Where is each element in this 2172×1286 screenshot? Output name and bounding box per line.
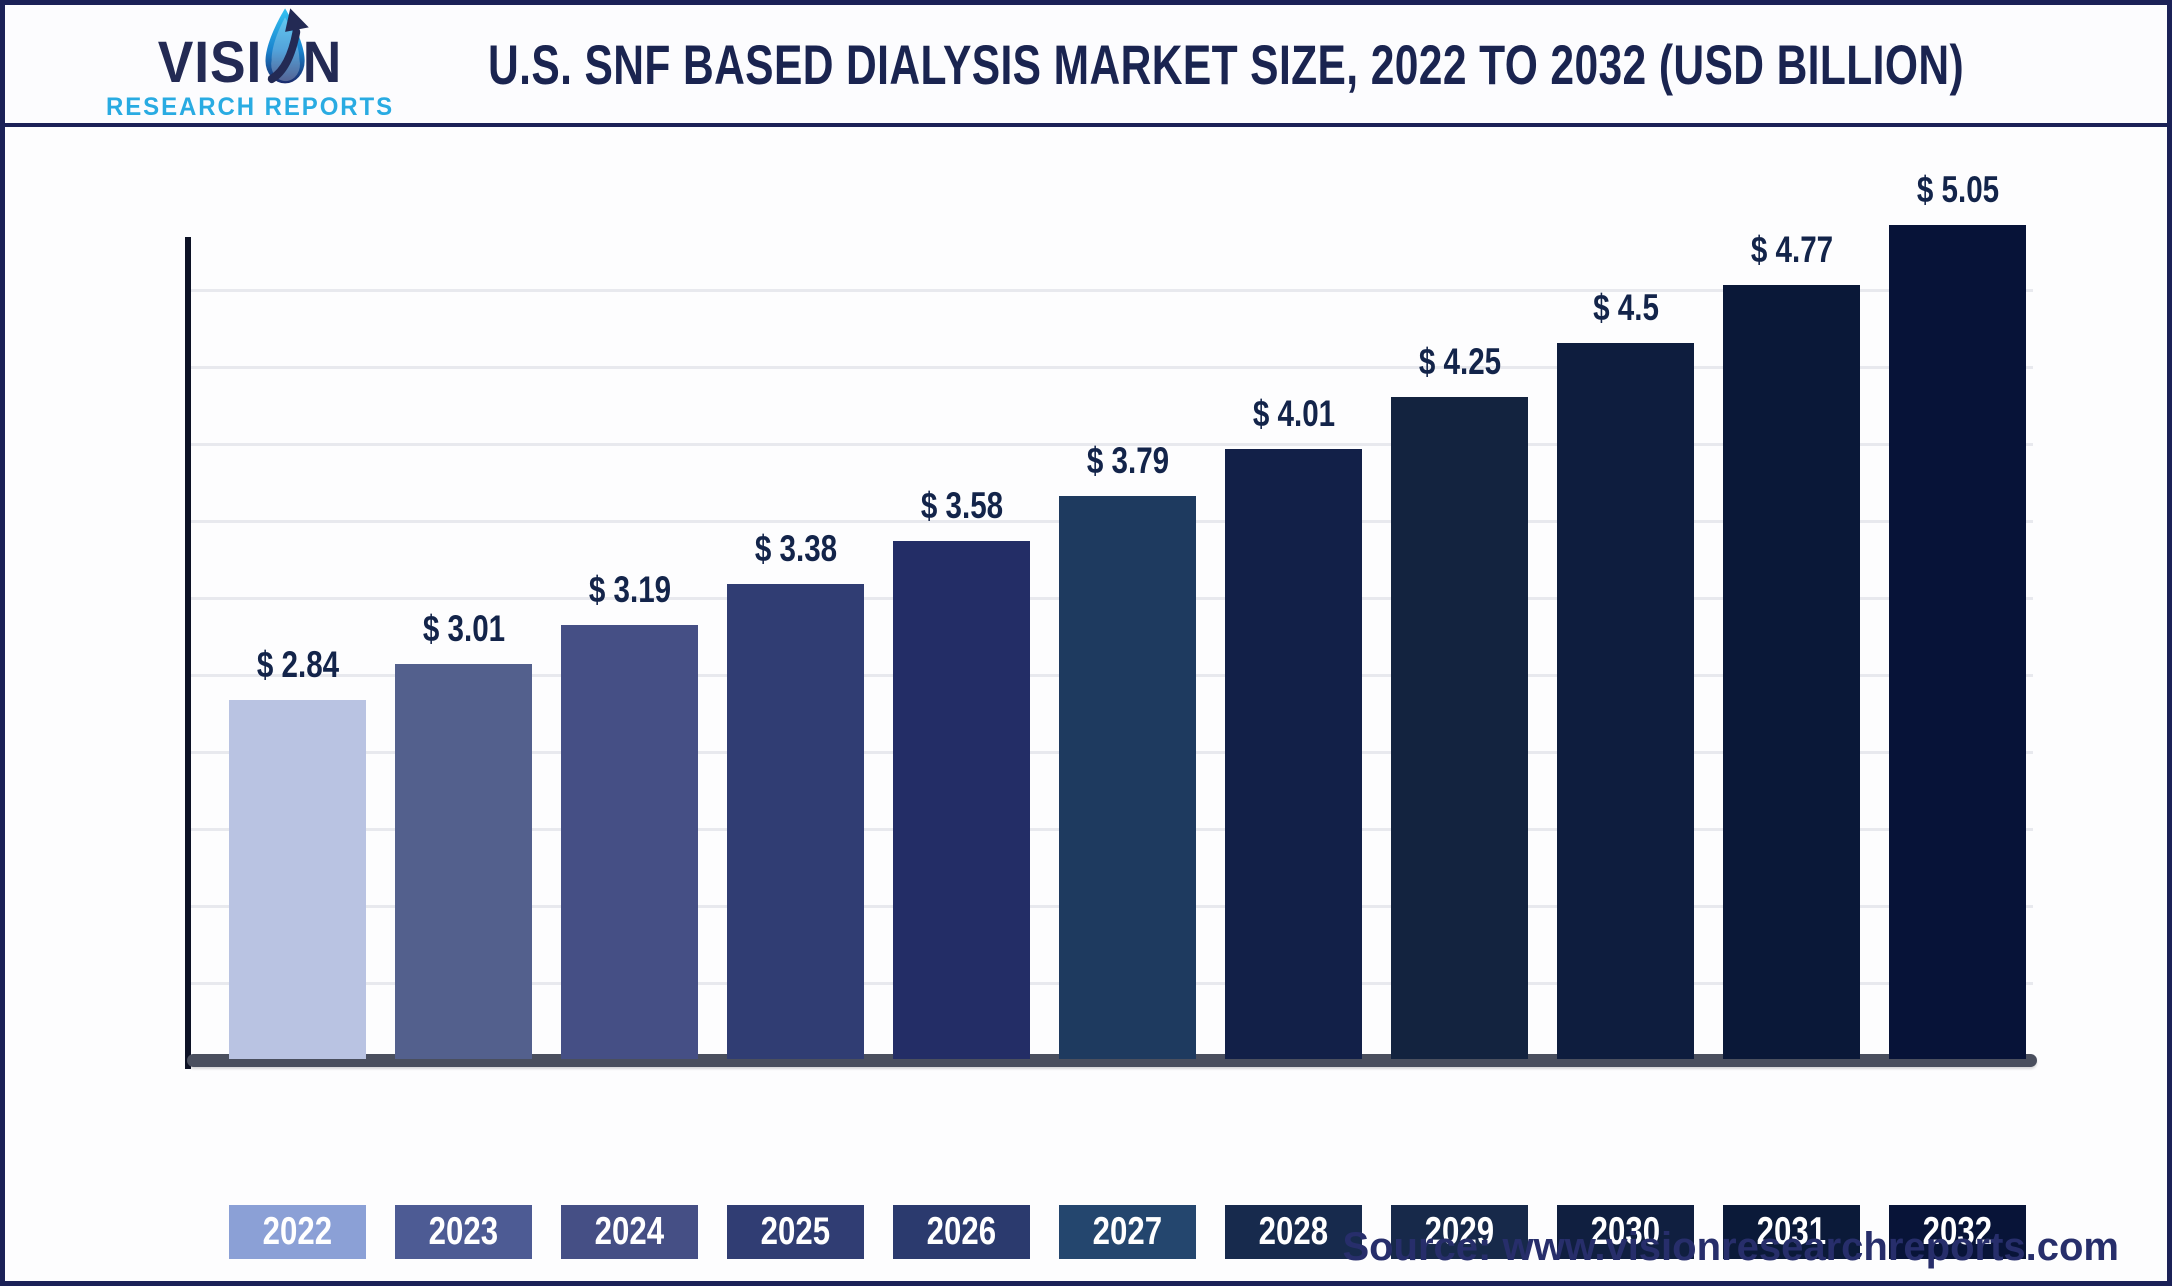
bar-2022 (229, 700, 366, 1059)
x-tick-label: 2025 (760, 1210, 831, 1253)
x-tick-2030: 2030 (1557, 1205, 1694, 1259)
bar-2029 (1391, 397, 1528, 1059)
x-tick-label: 2027 (1092, 1210, 1163, 1253)
logo-wordmark-pre: VISI (157, 30, 263, 95)
header-separator (5, 123, 2167, 127)
bar-2024 (561, 625, 698, 1059)
bar-value-label-2029: $ 4.25 (1418, 341, 1501, 382)
x-tick-2027: 2027 (1059, 1205, 1196, 1259)
bar-value-label-2032: $ 5.05 (1916, 169, 1999, 210)
x-tick-2022: 2022 (229, 1205, 366, 1259)
source-text: Source: www.visionresearchreports.com (1342, 1225, 2119, 1269)
bar-value-label-2022: $ 2.84 (256, 644, 339, 685)
x-tick-label: 2024 (594, 1210, 665, 1253)
x-tick-label: 2022 (262, 1210, 333, 1253)
logo-drop-arrow-icon (262, 8, 310, 88)
bar-2026 (893, 541, 1030, 1059)
logo-wordmark: VISI N (98, 8, 402, 96)
gridline (188, 366, 2033, 369)
bar-value-label-2023: $ 3.01 (422, 608, 505, 649)
y-axis-line (185, 237, 191, 1069)
bar-value-label-2026: $ 3.58 (920, 485, 1003, 526)
header: VISI N RESEARCH REPORTS U.S. SNF BASED D (5, 5, 2167, 123)
bar-value-label-2030: $ 4.5 (1592, 287, 1659, 328)
x-tick-2028: 2028 (1225, 1205, 1362, 1259)
x-tick-label: 2026 (926, 1210, 997, 1253)
vision-research-reports-logo: VISI N RESEARCH REPORTS (85, 8, 415, 121)
x-tick-2029: 2029 (1391, 1205, 1528, 1259)
x-tick-2025: 2025 (727, 1205, 864, 1259)
bar-value-label-2024: $ 3.19 (588, 569, 671, 610)
x-tick-2023: 2023 (395, 1205, 532, 1259)
x-tick-2024: 2024 (561, 1205, 698, 1259)
bar-value-label-2028: $ 4.01 (1252, 393, 1335, 434)
x-tick-2031: 2031 (1723, 1205, 1860, 1259)
x-tick-label: 2028 (1258, 1210, 1329, 1253)
x-tick-label: 2031 (1756, 1210, 1827, 1253)
logo-subtitle: RESEARCH REPORTS (105, 93, 395, 121)
bar-2028 (1225, 449, 1362, 1059)
bar-value-label-2027: $ 3.79 (1086, 440, 1169, 481)
bar-2027 (1059, 496, 1196, 1059)
bar-2031 (1723, 285, 1860, 1059)
plot-area: $ 2.84 2022 $ 3.01 2023 $ 3.19 2024 $ 3.38 2025… (5, 127, 2167, 1259)
x-tick-2032: 2032 (1889, 1205, 2026, 1259)
bar-2025 (727, 584, 864, 1059)
x-tick-label: 2023 (428, 1210, 499, 1253)
bar-2023 (395, 664, 532, 1059)
bar-2030 (1557, 343, 1694, 1059)
x-tick-label: 2030 (1590, 1210, 1661, 1253)
bar-value-label-2025: $ 3.38 (754, 528, 837, 569)
gridline (188, 289, 2033, 292)
x-tick-2026: 2026 (893, 1205, 1030, 1259)
x-tick-label: 2029 (1424, 1210, 1495, 1253)
logo-wordmark-post: N (302, 30, 343, 95)
chart-title: U.S. SNF BASED DIALYSIS MARKET SIZE, 202… (487, 32, 1965, 96)
bar-2032 (1889, 225, 2026, 1059)
x-tick-label: 2032 (1922, 1210, 1993, 1253)
gridline (188, 443, 2033, 446)
bar-value-label-2031: $ 4.77 (1750, 229, 1833, 270)
